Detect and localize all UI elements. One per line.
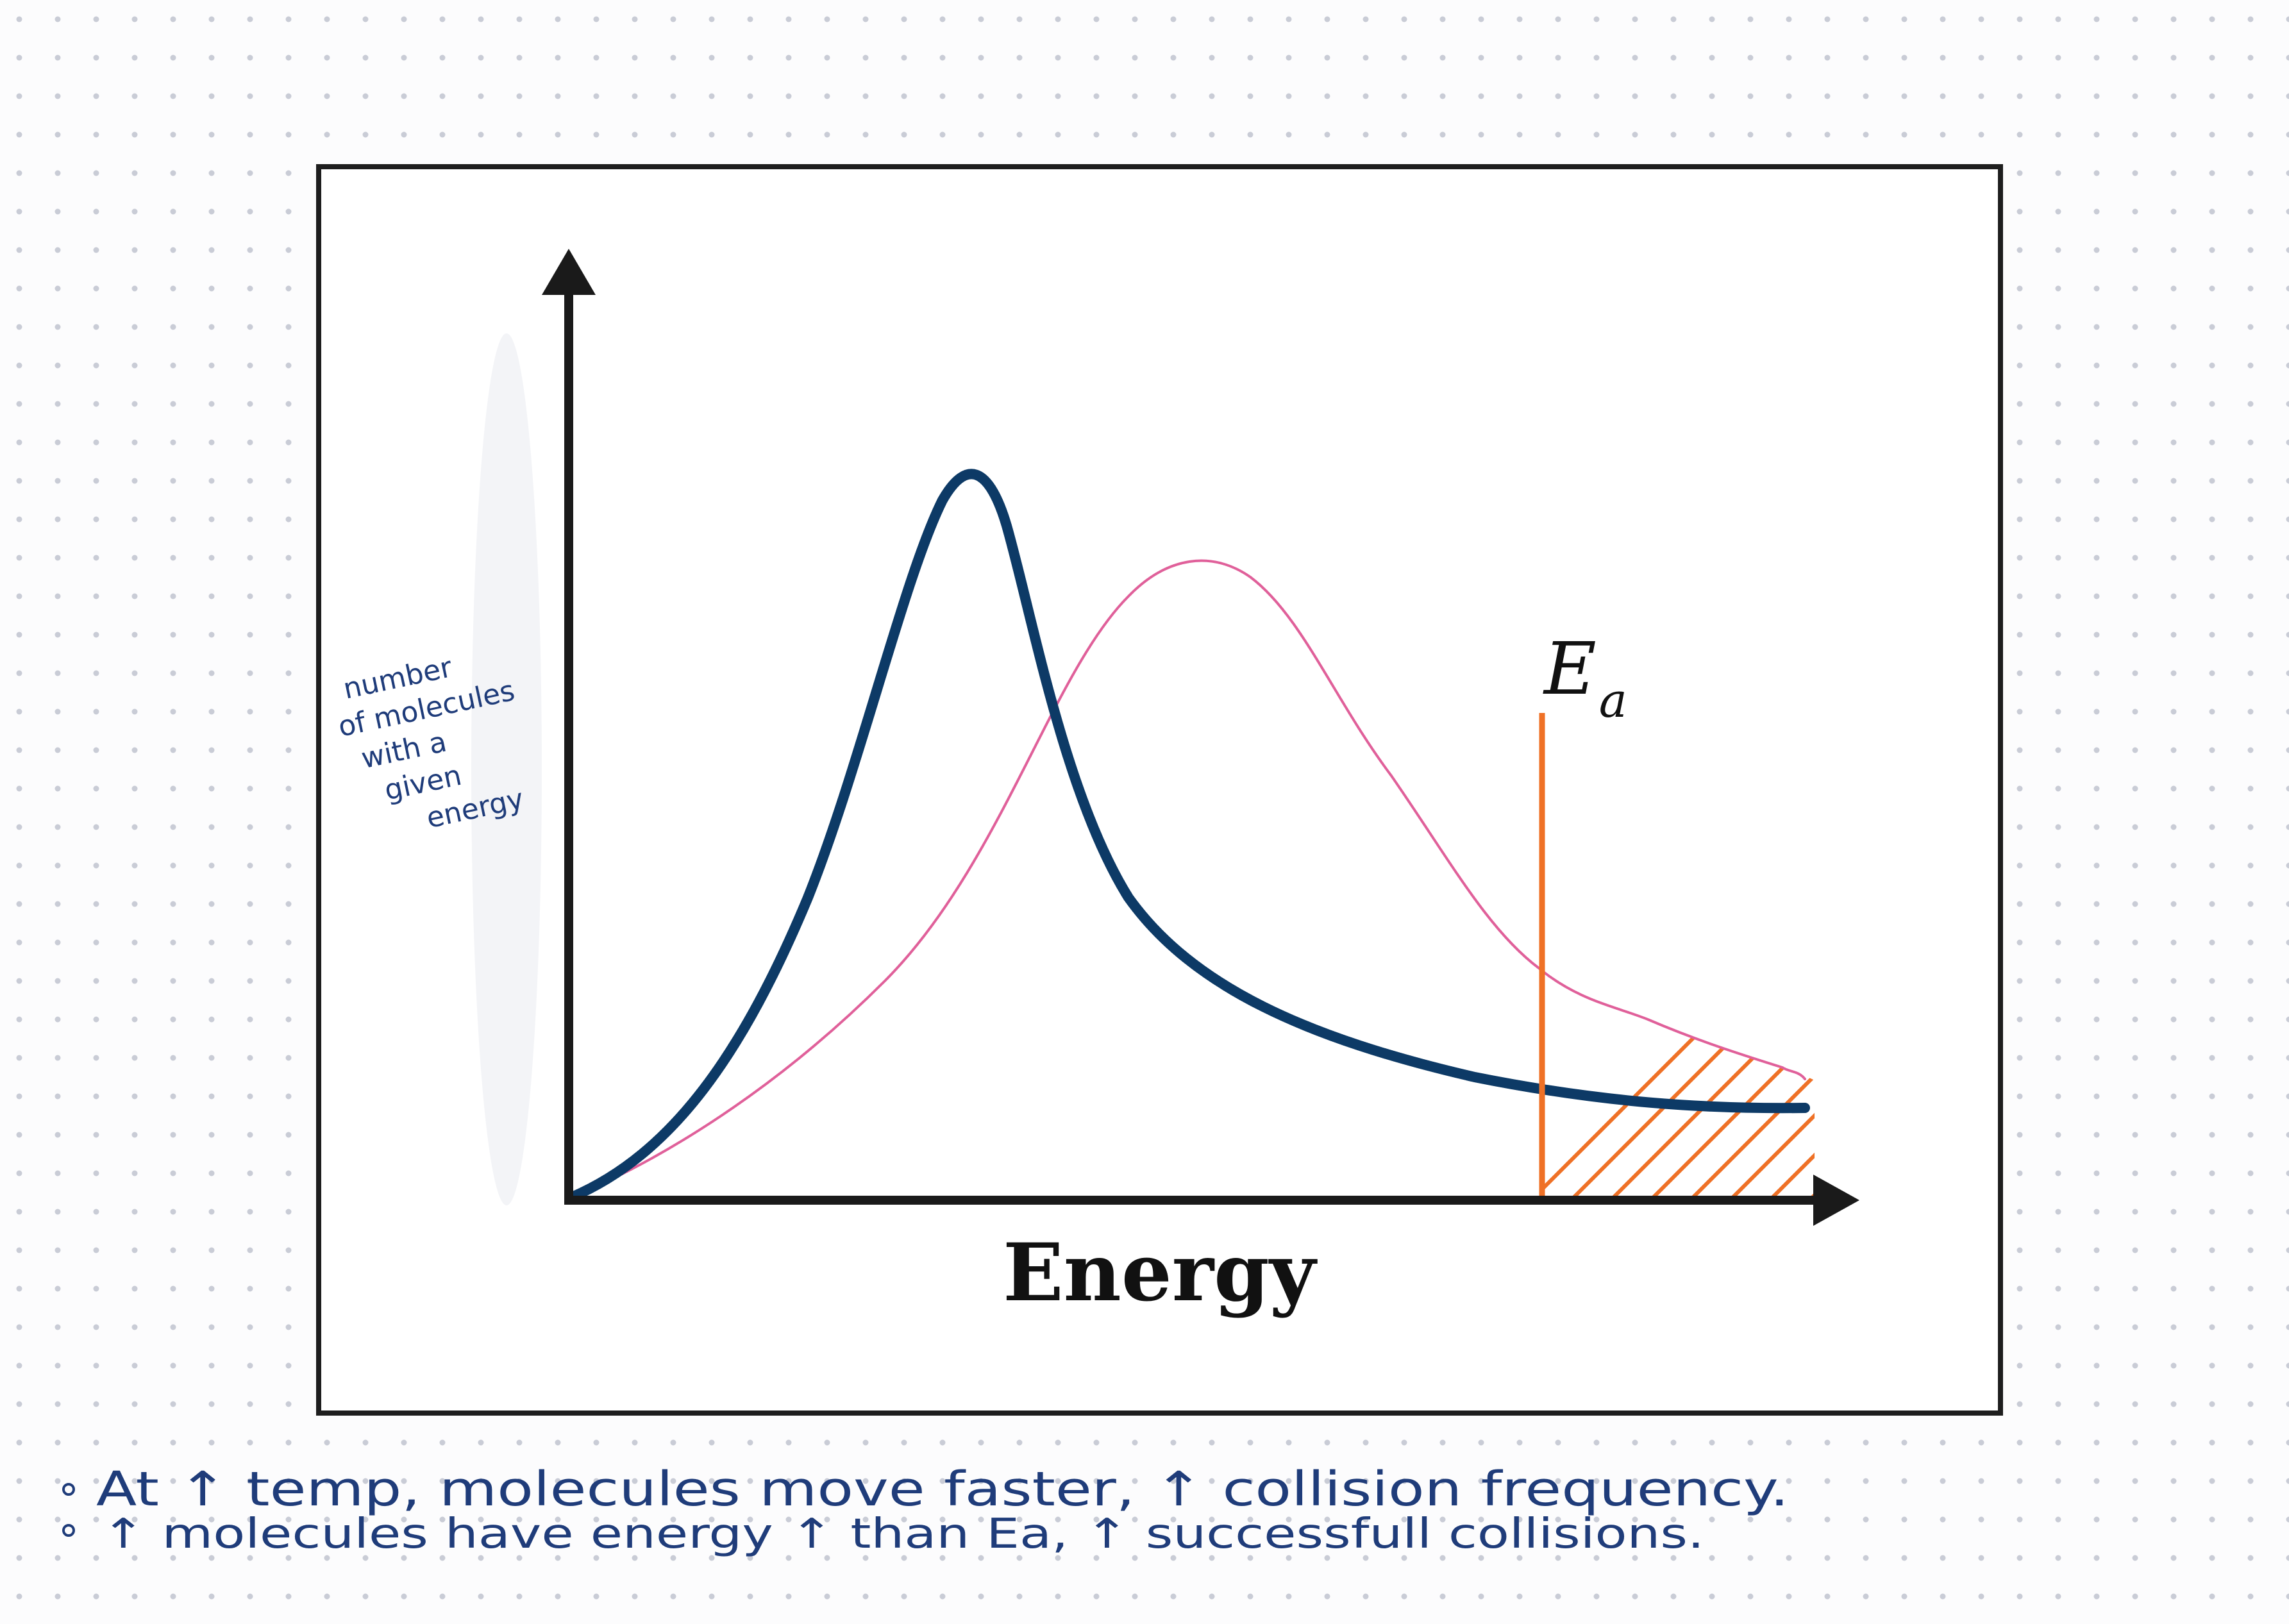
note-line-2: ↑ molecules have energy ↑ than Ea, ↑ suc… xyxy=(101,1511,1704,1558)
bullet-2 xyxy=(62,1524,75,1537)
hatch-stroke xyxy=(1763,1000,1815,1198)
y-axis-arrowhead xyxy=(542,249,596,295)
high-temperature-curve xyxy=(569,559,1806,1199)
low-temperature-curve xyxy=(566,469,1810,1203)
figure-frame xyxy=(316,164,2003,1416)
axes xyxy=(542,249,1859,1226)
hatch-stroke xyxy=(1683,1000,1815,1198)
activation-energy-label: Ea xyxy=(1543,628,1627,728)
note-line-1: At ↑ temp, molecules move faster, ↑ coll… xyxy=(96,1462,1789,1517)
smudge xyxy=(471,333,542,1205)
notes: At ↑ temp, molecules move faster, ↑ coll… xyxy=(62,1462,1789,1558)
x-axis-arrowhead xyxy=(1813,1175,1859,1226)
bullet-1 xyxy=(62,1483,75,1496)
hatch-stroke xyxy=(1723,1000,1815,1198)
x-axis-label: Energy xyxy=(1003,1226,1318,1319)
hatch-stroke xyxy=(1643,1000,1815,1198)
